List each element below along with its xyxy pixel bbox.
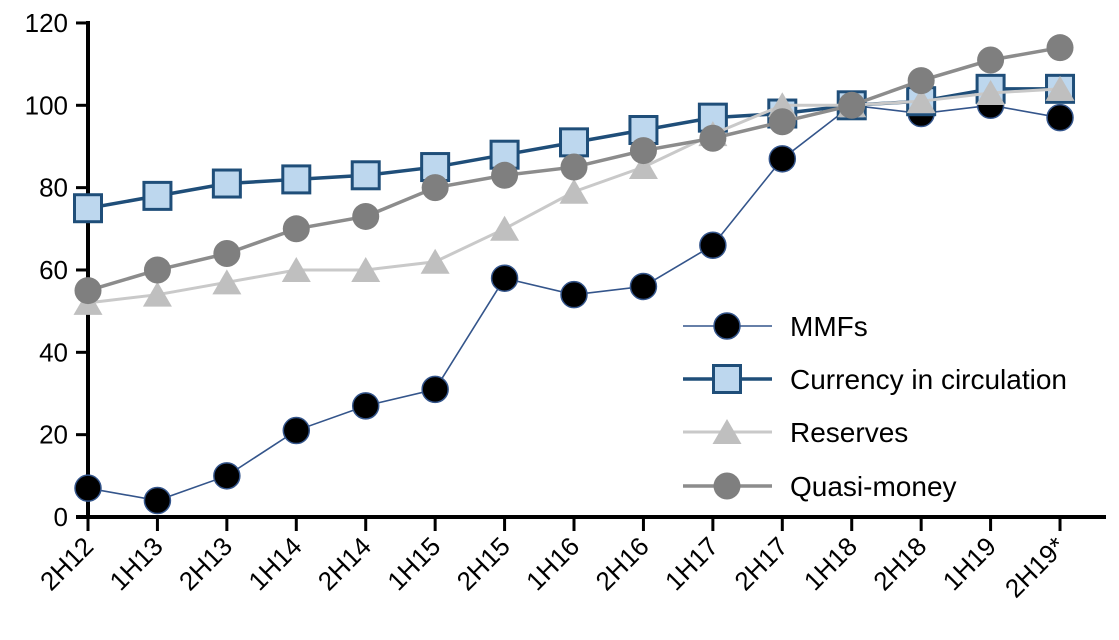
series-mmfs-marker [1046, 103, 1074, 132]
series-reserves-marker [906, 88, 936, 114]
y-axis-label: 100 [25, 90, 68, 120]
y-axis-label: 80 [39, 173, 68, 203]
series-currency-in-circulation-marker [73, 193, 103, 224]
series-reserves-marker [490, 215, 520, 241]
x-axis-label: 2H19* [999, 531, 1071, 603]
series-mmfs-marker [421, 375, 449, 404]
series-currency-in-circulation-marker [559, 127, 590, 158]
legend-quasi-money-marker [713, 472, 741, 500]
series-currency-in-circulation-marker [281, 164, 312, 195]
series-mmfs-marker [768, 145, 797, 173]
y-axis-label: 40 [39, 337, 68, 367]
series-quasi-money-marker [74, 277, 102, 305]
x-axis-label: 1H18 [798, 531, 863, 596]
series-reserves-marker [628, 154, 658, 180]
legend-mmfs-marker [713, 312, 741, 340]
series-mmfs-marker [490, 264, 519, 292]
series-mmfs-marker [74, 474, 102, 502]
series-quasi-money-marker [768, 108, 796, 136]
x-axis-label: 1H14 [242, 531, 307, 596]
series-quasi-money-marker [907, 67, 935, 95]
legend-reserves-label: Reserves [790, 417, 908, 448]
series-quasi-money-marker [143, 256, 171, 284]
legend-mmfs-label: MMFs [790, 311, 868, 342]
series-reserves-marker [212, 269, 242, 295]
series-quasi-money-marker [491, 161, 519, 189]
x-axis-label: 2H13 [173, 531, 238, 596]
x-axis-label: 2H16 [590, 531, 655, 596]
legend-reserves-marker [712, 419, 742, 444]
series-quasi-money-marker [977, 46, 1005, 74]
series-mmfs-marker [699, 231, 727, 260]
series-reserves-marker [281, 256, 311, 282]
series-mmfs-marker [629, 272, 658, 301]
series-reserves-marker [351, 256, 381, 282]
series-reserves-marker [142, 281, 172, 307]
series-mmfs-marker [560, 280, 588, 309]
series-reserves-marker [1045, 75, 1075, 101]
series-mmfs-marker [282, 416, 311, 445]
series-quasi-money-marker [282, 215, 310, 243]
x-axis-label: 2H12 [34, 531, 99, 596]
series-quasi-money-marker [699, 124, 727, 152]
series-quasi-money-marker [629, 137, 657, 165]
x-axis-label: 2H15 [451, 531, 516, 596]
series-reserves-marker [559, 178, 589, 204]
series-mmfs-marker [143, 486, 172, 515]
legend-currency-in-circulation-marker [712, 364, 742, 394]
x-axis-label: 1H17 [659, 531, 724, 596]
x-axis-label: 2H17 [728, 531, 793, 596]
x-axis-label: 1H16 [520, 531, 585, 596]
series-reserves-marker [976, 79, 1006, 105]
y-axis-label: 20 [39, 420, 68, 450]
series-quasi-money-marker [1046, 34, 1074, 62]
series-quasi-money-marker [560, 153, 588, 181]
series-quasi-money-marker [421, 174, 449, 202]
x-axis-label: 1H19 [937, 531, 1002, 596]
series-mmfs-marker [213, 462, 241, 490]
series-currency-in-circulation-marker [211, 168, 242, 199]
series-quasi-money-marker [352, 202, 380, 230]
x-axis-label: 2H14 [312, 531, 377, 596]
series-currency-in-circulation-marker [142, 180, 173, 211]
x-axis-label: 2H18 [867, 531, 932, 596]
series-reserves-marker [420, 248, 450, 274]
y-axis-label: 60 [39, 255, 68, 285]
y-axis-label: 120 [25, 8, 68, 38]
x-axis-label: 1H15 [381, 531, 446, 596]
series-quasi-money-marker [838, 91, 866, 119]
x-axis-label: 1H13 [104, 531, 169, 596]
series-currency-in-circulation-marker [350, 160, 381, 191]
series-quasi-money-marker [213, 240, 241, 268]
y-axis-label: 0 [54, 502, 68, 532]
legend-currency-in-circulation-label: Currency in circulation [790, 364, 1067, 395]
series-mmfs-marker [351, 392, 380, 420]
legend-quasi-money-label: Quasi-money [790, 471, 957, 502]
